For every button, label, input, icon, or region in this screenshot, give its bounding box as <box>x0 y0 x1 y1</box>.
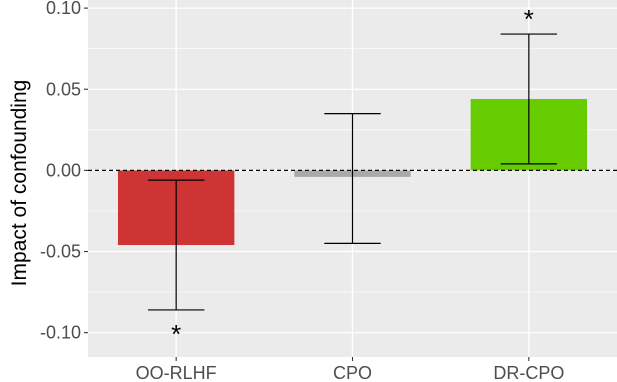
significance-markers: ** <box>171 4 534 349</box>
significance-star-oo-rlhf: * <box>171 319 181 349</box>
y-tick-label: -0.05 <box>40 242 81 262</box>
x-tick-label: CPO <box>333 363 372 382</box>
y-tick-label: 0.00 <box>46 160 81 180</box>
x-axis-ticks: OO-RLHF CPO DR-CPO <box>136 357 564 382</box>
y-tick-label: 0.10 <box>46 0 81 18</box>
y-tick-label: 0.05 <box>46 79 81 99</box>
error-bars <box>147 33 558 311</box>
error-bar-dr-cpo <box>500 33 558 165</box>
y-axis-ticks: -0.10 -0.05 0.00 0.05 0.10 <box>40 0 88 343</box>
error-bar-cpo <box>324 112 381 245</box>
x-tick-label: OO-RLHF <box>136 363 217 382</box>
x-tick-label: DR-CPO <box>493 363 564 382</box>
y-tick-label: -0.10 <box>40 323 81 343</box>
significance-star-dr-cpo: * <box>524 4 534 34</box>
error-bar-oo-rlhf <box>147 179 205 311</box>
y-axis-label: Impact of confounding <box>8 80 31 287</box>
